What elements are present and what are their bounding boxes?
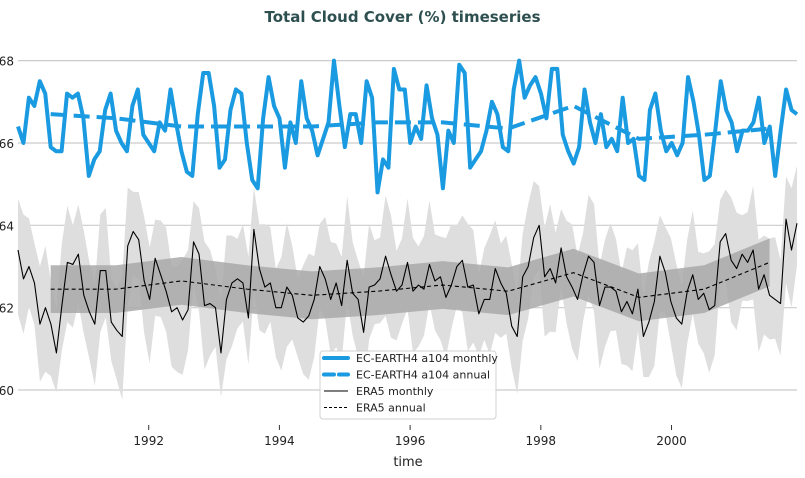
era5-annual-spread-band (50, 238, 770, 322)
legend-box (319, 350, 497, 420)
era5-monthly-line (17, 218, 798, 354)
chart-title: Total Cloud Cover (%) timeseries (264, 8, 541, 26)
ec-earth-monthly-line (16, 58, 799, 195)
x-tick-label: 1998 (526, 434, 557, 448)
y-tick-label: 60 (0, 384, 14, 398)
ec-earth-annual-line (50, 103, 770, 141)
legend-label: ERA5 monthly (356, 385, 434, 398)
y-tick-label: 62 (0, 302, 14, 316)
legend-label: EC-EARTH4 a104 monthly (356, 352, 498, 365)
legend-label: ERA5 annual (356, 402, 426, 415)
x-tick-label: 1996 (395, 434, 426, 448)
x-axis-label: time (393, 455, 422, 470)
x-tick-label: 2000 (656, 434, 687, 448)
era5-annual-line (50, 261, 770, 298)
legend-label: EC-EARTH4 a104 annual (356, 369, 490, 382)
x-tick-label: 1994 (264, 434, 295, 448)
y-tick-label: 66 (0, 137, 14, 151)
y-tick-label: 68 (0, 55, 14, 69)
y-tick-label: 64 (0, 219, 14, 233)
x-tick-label: 1992 (133, 434, 164, 448)
